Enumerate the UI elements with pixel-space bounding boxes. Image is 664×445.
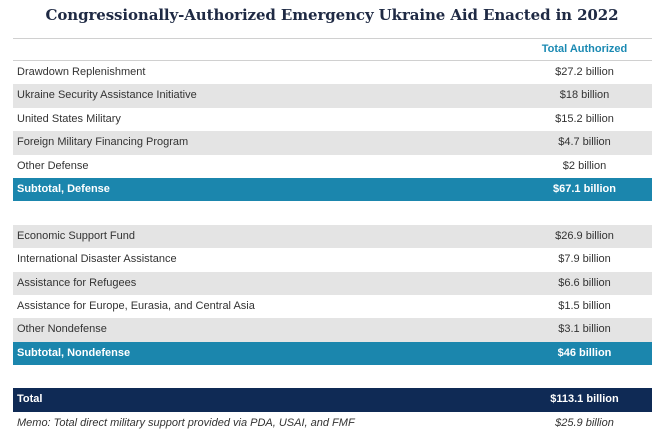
- row-value: $6.6 billion: [558, 276, 611, 289]
- row-value: $26.9 billion: [555, 229, 614, 242]
- total-label: Total: [17, 393, 43, 406]
- row-label: Other Defense: [17, 159, 89, 172]
- subtotal-row-nondefense: Subtotal, Nondefense $46 billion: [13, 341, 652, 366]
- row-label: Foreign Military Financing Program: [17, 136, 189, 149]
- aid-table: Total Authorized Drawdown Replenishment …: [13, 38, 652, 435]
- subtotal-value: $46 billion: [557, 346, 612, 359]
- spacer-row: [13, 365, 652, 389]
- table-header: Total Authorized: [13, 38, 652, 61]
- row-label: Economic Support Fund: [17, 229, 136, 242]
- table-row: Ukraine Security Assistance Initiative $…: [13, 84, 652, 108]
- row-value: $15.2 billion: [555, 112, 614, 125]
- table-row: Drawdown Replenishment $27.2 billion: [13, 61, 652, 84]
- subtotal-label: Subtotal, Nondefense: [17, 346, 131, 359]
- table-row: Assistance for Europe, Eurasia, and Cent…: [13, 295, 652, 318]
- row-label: Ukraine Security Assistance Initiative: [17, 89, 197, 102]
- row-value: $27.2 billion: [555, 66, 614, 78]
- total-value: $113.1 billion: [550, 393, 619, 406]
- table-row: Economic Support Fund $26.9 billion: [13, 224, 652, 249]
- row-label: Assistance for Refugees: [17, 276, 137, 289]
- row-label: United States Military: [17, 112, 121, 125]
- row-value: $2 billion: [562, 159, 607, 172]
- memo-row: Memo: Total direct military support prov…: [13, 412, 652, 435]
- subtotal-label: Subtotal, Defense: [17, 182, 110, 195]
- row-label: Assistance for Europe, Eurasia, and Cent…: [17, 299, 255, 312]
- row-value: $18 billion: [559, 89, 610, 102]
- table-title: Congressionally-Authorized Emergency Ukr…: [45, 6, 619, 24]
- row-value: $3.1 billion: [558, 323, 611, 336]
- row-value: $1.5 billion: [558, 299, 611, 312]
- table-row: United States Military $15.2 billion: [13, 108, 652, 131]
- row-label: Drawdown Replenishment: [17, 66, 146, 78]
- subtotal-row-defense: Subtotal, Defense $67.1 billion: [13, 177, 652, 202]
- row-value: $7.9 billion: [558, 253, 611, 266]
- table-row: Other Defense $2 billion: [13, 155, 652, 178]
- row-label: Other Nondefense: [17, 323, 107, 336]
- subtotal-value: $67.1 billion: [553, 182, 616, 195]
- table-row: Other Nondefense $3.1 billion: [13, 318, 652, 342]
- table-row: International Disaster Assistance $7.9 b…: [13, 248, 652, 271]
- memo-label: Memo: Total direct military support prov…: [17, 416, 355, 429]
- memo-value: $25.9 billion: [555, 416, 614, 429]
- table-row: Assistance for Refugees $6.6 billion: [13, 271, 652, 295]
- table-row: Foreign Military Financing Program $4.7 …: [13, 131, 652, 155]
- spacer-row: [13, 201, 652, 225]
- column-header-total-authorized: Total Authorized: [541, 43, 628, 55]
- row-value: $4.7 billion: [558, 136, 611, 149]
- total-row: Total $113.1 billion: [13, 388, 652, 412]
- row-label: International Disaster Assistance: [17, 253, 177, 266]
